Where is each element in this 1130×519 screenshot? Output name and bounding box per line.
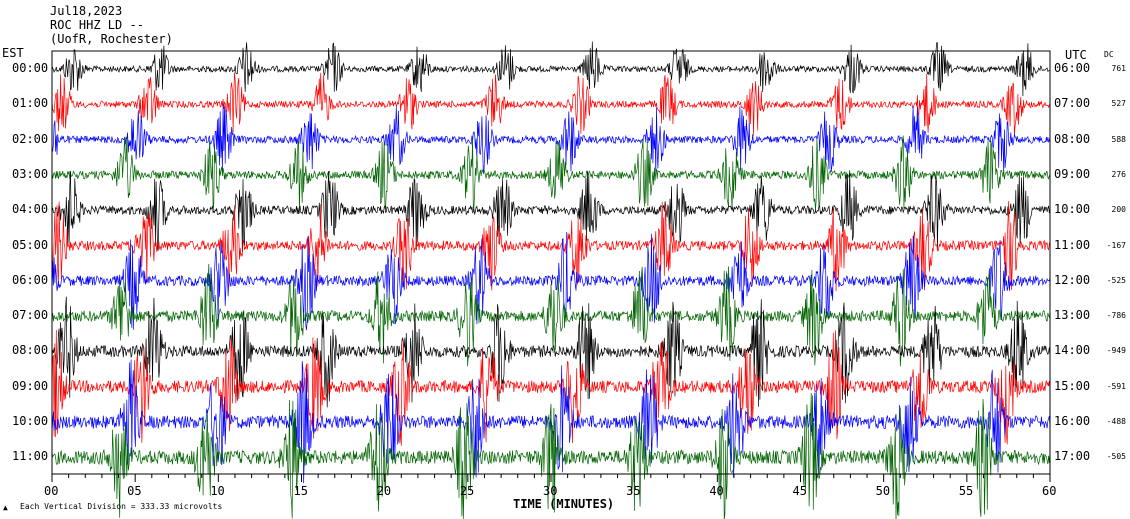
x-tick-label: 15 [293,484,308,498]
left-axis-title: EST [2,46,24,60]
utc-hour-label: 09:00 [1054,166,1091,181]
dc-offset-label: -505 [1106,452,1126,462]
x-tick-label: 20 [376,484,392,498]
dc-offset-label: -591 [1106,381,1126,391]
dc-offset-label: 761 [1111,64,1126,73]
est-hour-label: 00:00 [12,61,49,75]
x-tick-label: 25 [459,484,475,498]
x-tick-label: 60 [1042,484,1057,498]
utc-hour-label: 12:00 [1054,272,1091,287]
trace-line [51,200,1051,292]
x-tick-group [51,474,1051,482]
utc-hour-label: 15:00 [1054,378,1091,393]
utc-hour-label: 11:00 [1054,237,1091,252]
est-hour-label: 03:00 [12,166,49,181]
x-tick-label: 40 [709,484,724,498]
utc-hour-label: 08:00 [1054,131,1091,146]
x-tick-label: 50 [875,484,891,498]
header-location: (UofR, Rochester) [50,32,173,46]
trace-line [51,41,1051,97]
x-tick-label: 30 [543,484,558,498]
trace-group [51,41,1051,519]
trace-line [51,329,1051,446]
est-hour-label: 07:00 [12,308,49,323]
scale-note: Each Vertical Division = 333.33 microvol… [20,502,223,511]
est-hour-label: 10:00 [12,414,49,428]
scale-marker-icon: ▲ [3,503,8,512]
utc-hour-label: 10:00 [1054,202,1091,217]
trace-line [51,296,1051,408]
x-tick-label: 35 [626,484,641,498]
trace-line [51,263,1051,367]
est-hour-label: 01:00 [12,96,49,111]
x-tick-label: 55 [958,484,974,498]
dc-offset-label: -786 [1106,311,1126,321]
dc-offset-label: 588 [1111,134,1126,144]
trace-line [51,72,1051,136]
dc-offset-label: -949 [1106,346,1126,356]
header-date: Jul18,2023 [50,4,123,18]
est-hour-label: 02:00 [12,131,49,146]
dc-offset-label: -167 [1106,240,1126,250]
right-axis-title: UTC [1065,48,1087,62]
trace-line [51,231,1051,331]
est-hour-label: 08:00 [12,343,49,358]
trace-line [51,135,1051,214]
x-axis-title: TIME (MINUTES) [513,497,615,511]
utc-hour-label: 06:00 [1054,61,1091,75]
dc-offset-label: -525 [1106,275,1126,285]
est-hour-label: 04:00 [12,202,49,217]
utc-hour-label: 16:00 [1054,414,1091,428]
x-tick-label: 10 [210,484,225,498]
x-tick-label: 45 [792,484,807,498]
dc-offset-label: 276 [1111,169,1126,179]
utc-hour-label: 07:00 [1054,96,1091,111]
est-hour-label: 06:00 [12,272,49,287]
utc-hour-label: 13:00 [1054,308,1091,323]
x-tick-label: 00 [44,484,59,498]
utc-hour-label: 17:00 [1054,449,1091,464]
utc-hour-label: 14:00 [1054,343,1091,358]
trace-line [51,392,1051,519]
x-tick-label: 05 [127,484,142,498]
trace-line [51,103,1051,175]
dc-axis-title: DC [1104,50,1114,59]
dc-offset-label: -488 [1106,417,1126,426]
header-station: ROC HHZ LD -- [50,18,144,32]
trace-line [51,170,1051,252]
est-hour-label: 11:00 [12,449,49,464]
est-hour-label: 09:00 [12,378,49,393]
dc-offset-label: 200 [1111,205,1126,215]
est-hour-label: 05:00 [12,237,49,252]
dc-offset-label: 527 [1111,99,1126,109]
